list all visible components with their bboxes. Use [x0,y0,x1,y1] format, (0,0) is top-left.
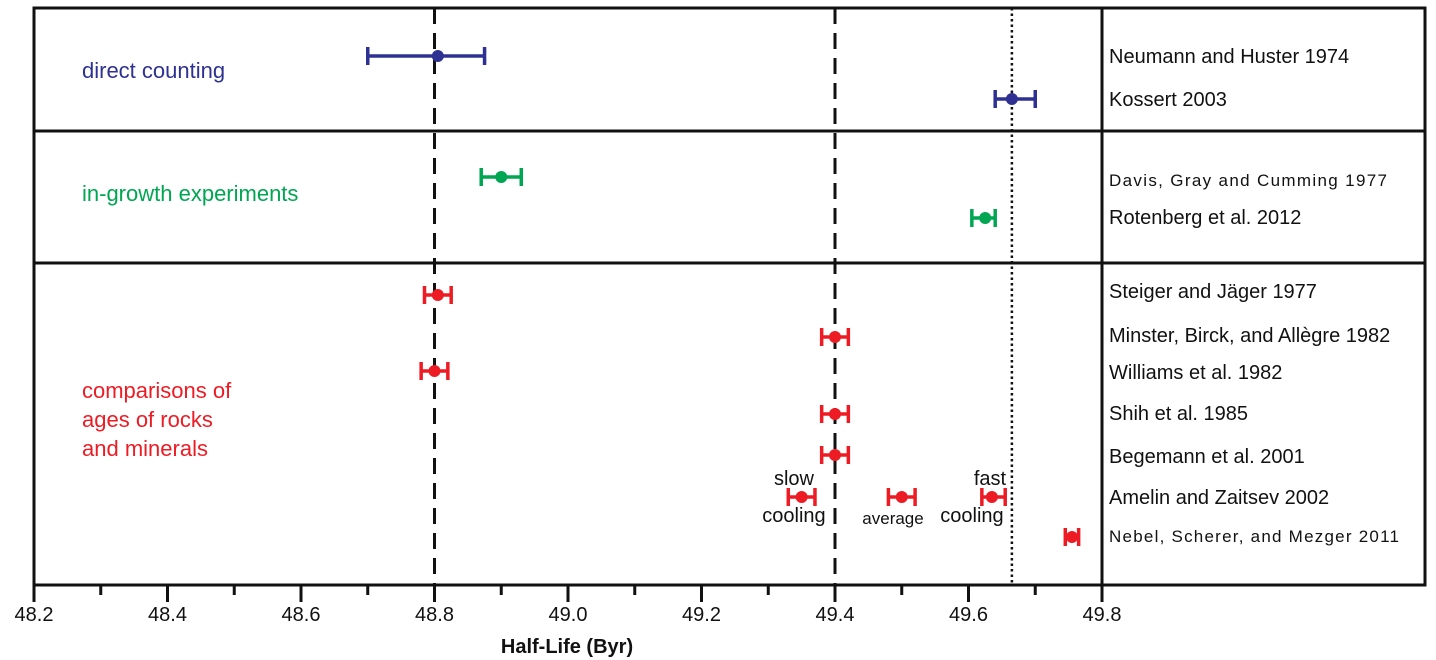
plot-frame [32,6,1427,587]
reference-label: Williams et al. 1982 [1109,362,1282,384]
reference-label: Shih et al. 1985 [1109,403,1248,425]
x-tick-label: 48.4 [148,604,187,626]
annotation-fast: fast [974,468,1007,490]
reference-label: Steiger and Jäger 1977 [1109,281,1317,303]
reference-label: Nebel, Scherer, and Mezger 2011 [1109,527,1399,546]
x-tick-label: 49.8 [1083,604,1122,626]
data-point-2-2 [419,362,450,380]
annotations: slow cooling average fast cooling [762,468,1006,528]
point-marker [985,491,998,503]
data-point-2-3 [819,405,851,423]
point-marker [829,449,841,461]
outer-frame [32,6,1427,587]
reference-label: Amelin and Zaitsev 2002 [1109,487,1329,509]
group-labels: direct counting in-growth experiments comp… [82,58,298,461]
x-tick-label: 48.8 [415,604,454,626]
reference-label: Rotenberg et al. 2012 [1109,207,1301,229]
reference-label: Davis, Gray and Cumming 1977 [1109,171,1387,190]
reference-label: Kossert 2003 [1109,89,1227,111]
reference-labels: Neumann and Huster 1974 Kossert 2003 Davis… [1109,46,1399,546]
reference-label: Begemann et al. 2001 [1109,446,1305,468]
x-tick-label: 49.4 [816,604,855,626]
annotation-cooling: cooling [940,505,1003,527]
point-marker [431,50,444,62]
group-label-2: comparisons of ages of rocks and minerals [82,378,232,461]
data-points [366,47,1081,546]
data-point-2-8 [1063,528,1081,546]
point-marker [979,212,992,224]
data-point-2-0 [422,286,453,304]
point-marker [795,491,808,503]
annotation-cooling: cooling [762,505,825,527]
point-marker [1005,93,1018,105]
point-marker [431,289,444,301]
reference-lines [433,8,1014,585]
point-marker [495,171,508,183]
data-point-2-4 [819,446,851,464]
annotation-average: average [862,509,923,528]
point-marker [895,491,908,503]
data-point-2-5 [786,488,817,506]
point-marker [428,365,441,377]
data-point-2-1 [819,328,851,346]
data-point-2-6 [886,488,917,506]
x-tick-label: 48.2 [15,604,54,626]
x-tick-label: 49.0 [549,604,588,626]
data-point-0-1 [993,90,1037,108]
data-point-1-0 [479,168,524,186]
x-axis: 48.2 48.4 48.6 48.8 49.0 49.2 49.4 49.6 49.8 [15,585,1122,626]
x-tick-label: 49.6 [949,604,988,626]
data-point-0-0 [366,47,487,65]
data-point-2-7 [980,488,1007,506]
data-point-1-1 [970,209,997,227]
point-marker [829,408,841,420]
point-marker [829,331,841,343]
x-axis-title: Half-Life (Byr) [501,636,633,658]
group-label-1: in-growth experiments [82,181,298,206]
x-tick-label: 48.6 [282,604,321,626]
point-marker [1065,531,1078,543]
reference-label: Neumann and Huster 1974 [1109,46,1349,68]
reference-label: Minster, Birck, and Allègre 1982 [1109,325,1390,347]
x-tick-label: 49.2 [682,604,721,626]
annotation-slow: slow [774,468,815,490]
group-label-0: direct counting [82,58,225,83]
